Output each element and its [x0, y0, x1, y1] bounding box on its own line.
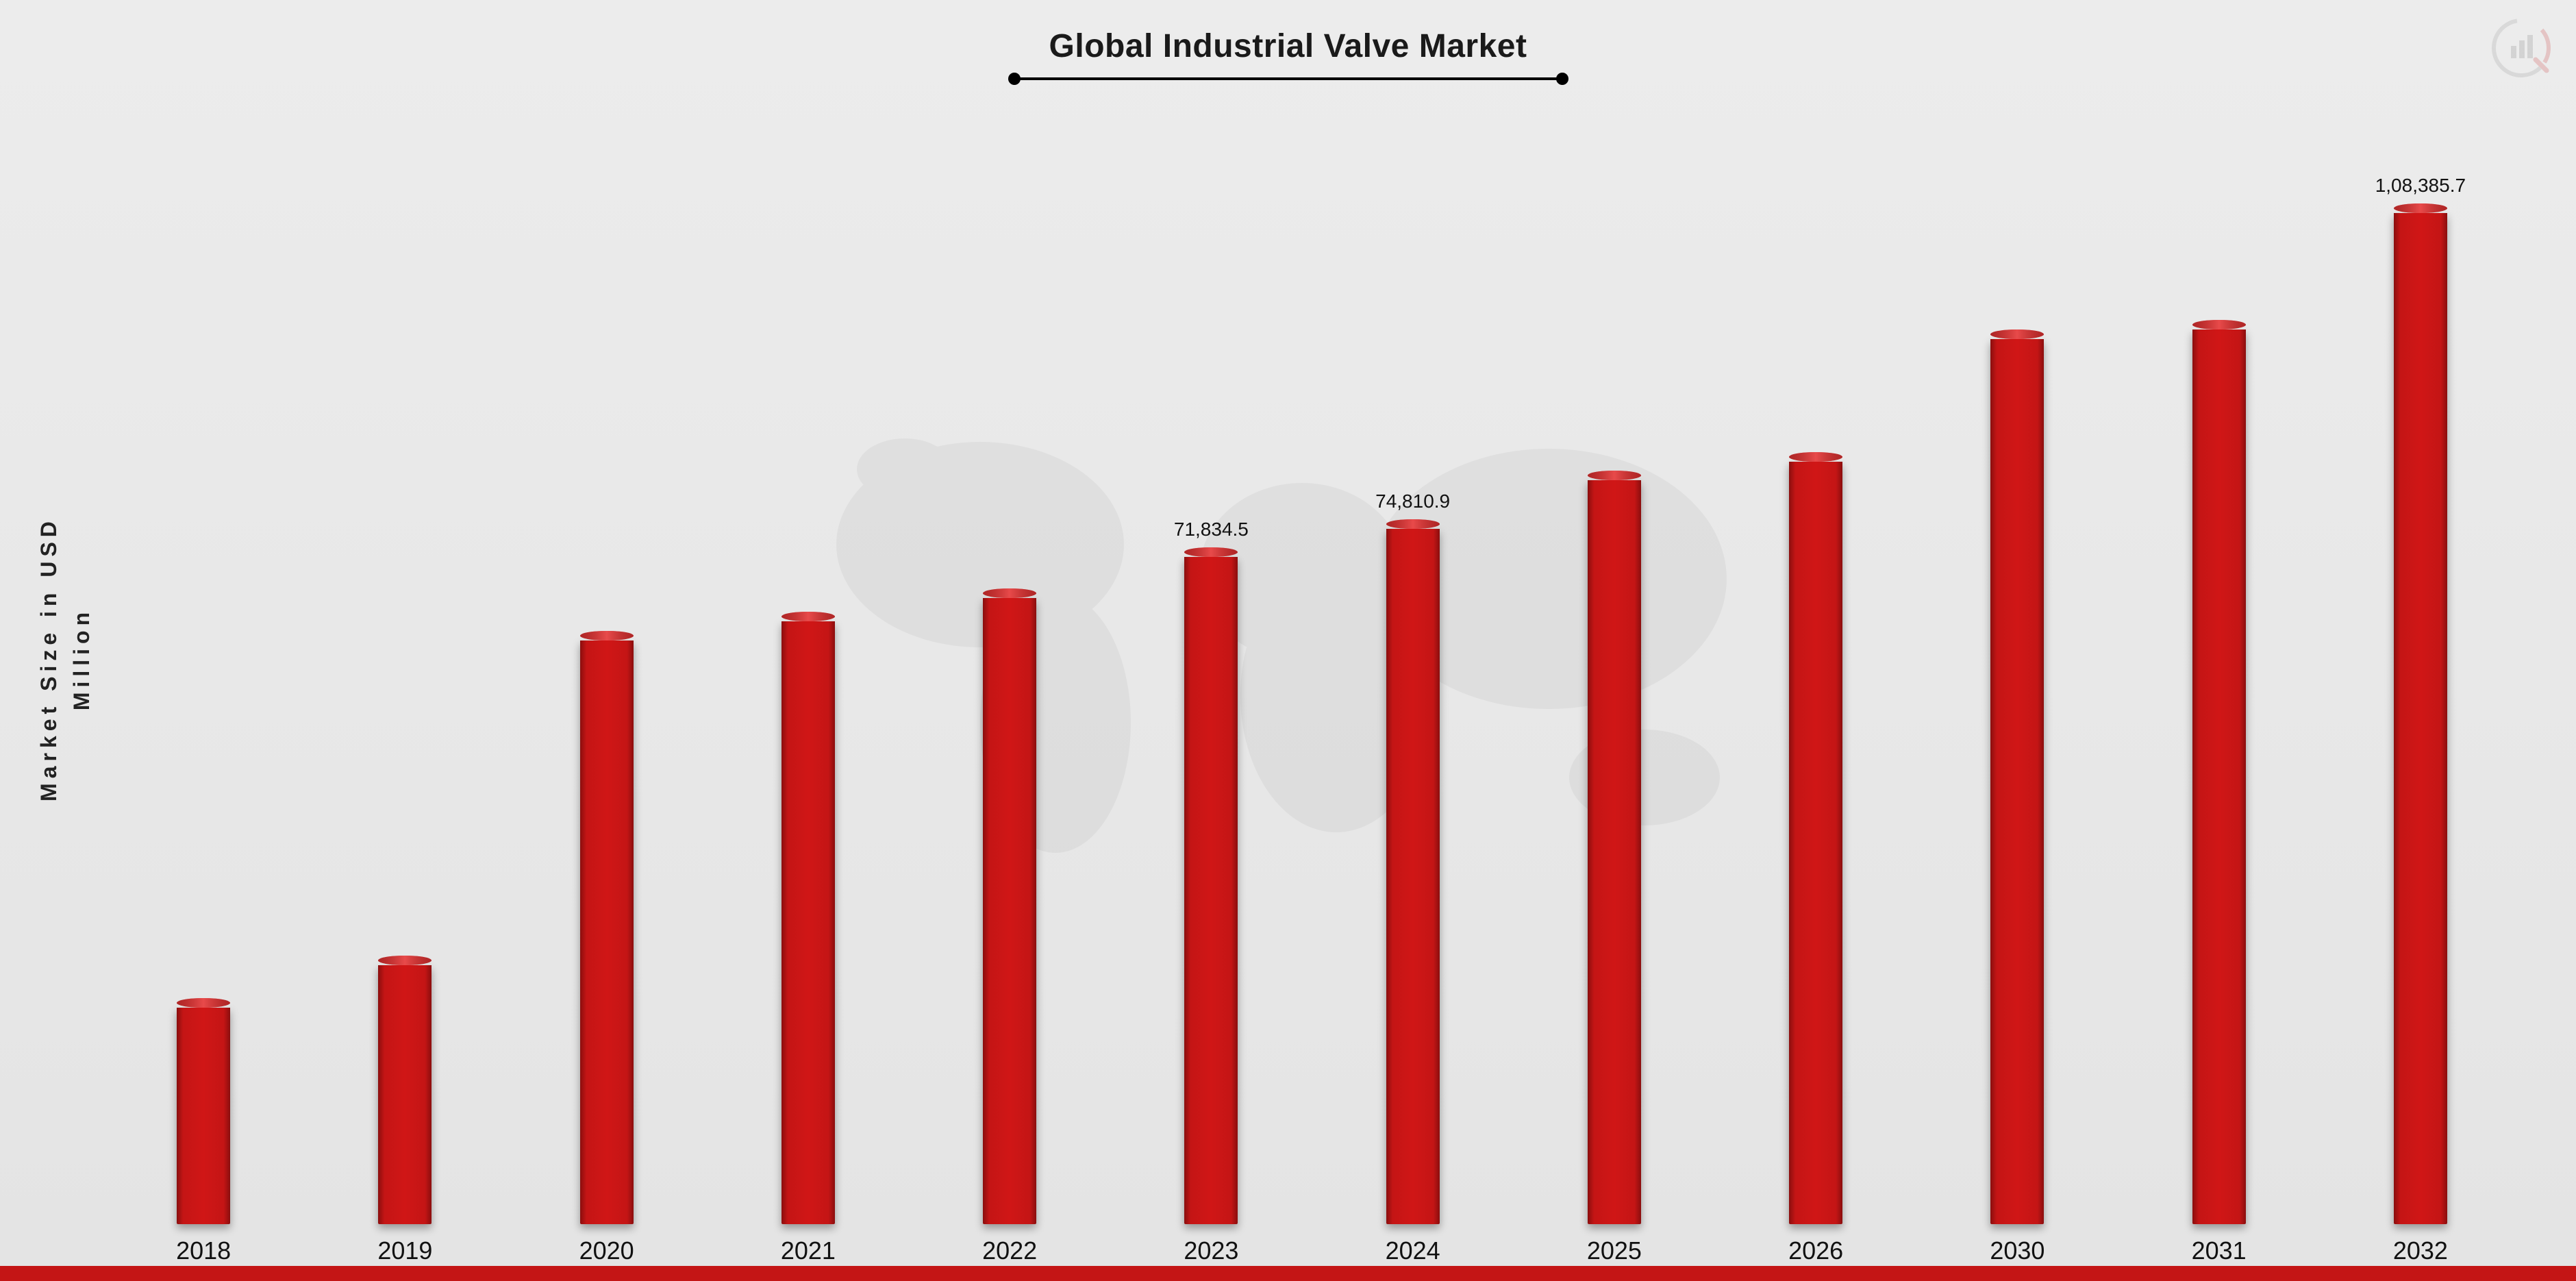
bar-top-face: [378, 956, 432, 965]
y-axis-label: Market Size in USDMillion: [32, 440, 98, 878]
bar: [2394, 203, 2447, 1224]
bar-front-face: [1386, 529, 1440, 1224]
bar-slot: [1514, 94, 1715, 1224]
bar-slot: 1,08,385.7: [2320, 94, 2521, 1224]
bar-front-face: [1184, 557, 1238, 1224]
bar: [983, 588, 1036, 1224]
x-axis-tick: 2023: [1110, 1236, 1312, 1265]
bar-slot: [1715, 94, 1916, 1224]
bar-slot: [909, 94, 1110, 1224]
bar-top-face: [177, 998, 230, 1008]
x-axis-tick: 2025: [1514, 1236, 1715, 1265]
bar-slot: [304, 94, 505, 1224]
bar-slot: [2118, 94, 2320, 1224]
bar-top-face: [580, 631, 634, 640]
bar-slot: [103, 94, 304, 1224]
x-axis-tick: 2030: [1916, 1236, 2118, 1265]
bar-front-face: [1990, 339, 2044, 1224]
bar: [1990, 329, 2044, 1224]
bar-slot: [708, 94, 909, 1224]
bar: [177, 998, 230, 1224]
bar-top-face: [983, 588, 1036, 598]
bar-top-face: [781, 612, 835, 621]
x-axis-tick: 2032: [2320, 1236, 2521, 1265]
bar: [378, 956, 432, 1224]
bar-front-face: [2192, 329, 2246, 1224]
bar: [1588, 471, 1641, 1224]
bar-value-label: 74,810.9: [1375, 490, 1450, 512]
x-axis: 2018201920202021202220232024202520262030…: [41, 1224, 2535, 1265]
title-block: Global Industrial Valve Market: [41, 27, 2535, 80]
bar-front-face: [1789, 462, 1842, 1225]
chart-container: Global Industrial Valve Market Market Si…: [0, 0, 2576, 1281]
bar-front-face: [1588, 480, 1641, 1224]
bar: [580, 631, 634, 1224]
bar: [1184, 547, 1238, 1224]
bar-slot: [1916, 94, 2118, 1224]
chart-area: Market Size in USDMillion: [41, 94, 2535, 1224]
bar-slot: 74,810.9: [1312, 94, 1514, 1224]
footer-accent-bar: [0, 1266, 2576, 1281]
bar-front-face: [781, 621, 835, 1224]
x-axis-tick: 2019: [304, 1236, 505, 1265]
x-axis-tick: 2018: [103, 1236, 304, 1265]
bar-top-face: [1588, 471, 1641, 480]
x-axis-tick: 2020: [506, 1236, 708, 1265]
title-underline: [1014, 77, 1562, 80]
bar-front-face: [580, 640, 634, 1224]
bar-top-face: [1789, 452, 1842, 462]
bar-top-face: [1990, 329, 2044, 339]
y-axis-label-wrap: Market Size in USDMillion: [41, 94, 89, 1224]
bar-slot: 71,834.5: [1110, 94, 1312, 1224]
bar-slot: [506, 94, 708, 1224]
bar: [2192, 320, 2246, 1224]
bar-front-face: [2394, 213, 2447, 1224]
x-axis-tick: 2021: [708, 1236, 909, 1265]
chart-title: Global Industrial Valve Market: [1049, 27, 1527, 65]
bar-front-face: [177, 1008, 230, 1224]
bar-top-face: [2192, 320, 2246, 329]
bar-front-face: [983, 598, 1036, 1224]
bar-top-face: [2394, 203, 2447, 213]
bar-value-label: 71,834.5: [1174, 519, 1249, 540]
x-axis-tick: 2026: [1715, 1236, 1916, 1265]
bar-top-face: [1386, 519, 1440, 529]
bar-value-label: 1,08,385.7: [2375, 175, 2466, 197]
bar-top-face: [1184, 547, 1238, 557]
bar: [1386, 519, 1440, 1224]
x-axis-tick: 2022: [909, 1236, 1110, 1265]
bar: [1789, 452, 1842, 1225]
bar: [781, 612, 835, 1224]
plot-area: 71,834.5 74,810.9: [89, 94, 2535, 1224]
x-axis-tick: 2024: [1312, 1236, 1514, 1265]
x-axis-tick: 2031: [2118, 1236, 2320, 1265]
bar-front-face: [378, 965, 432, 1224]
